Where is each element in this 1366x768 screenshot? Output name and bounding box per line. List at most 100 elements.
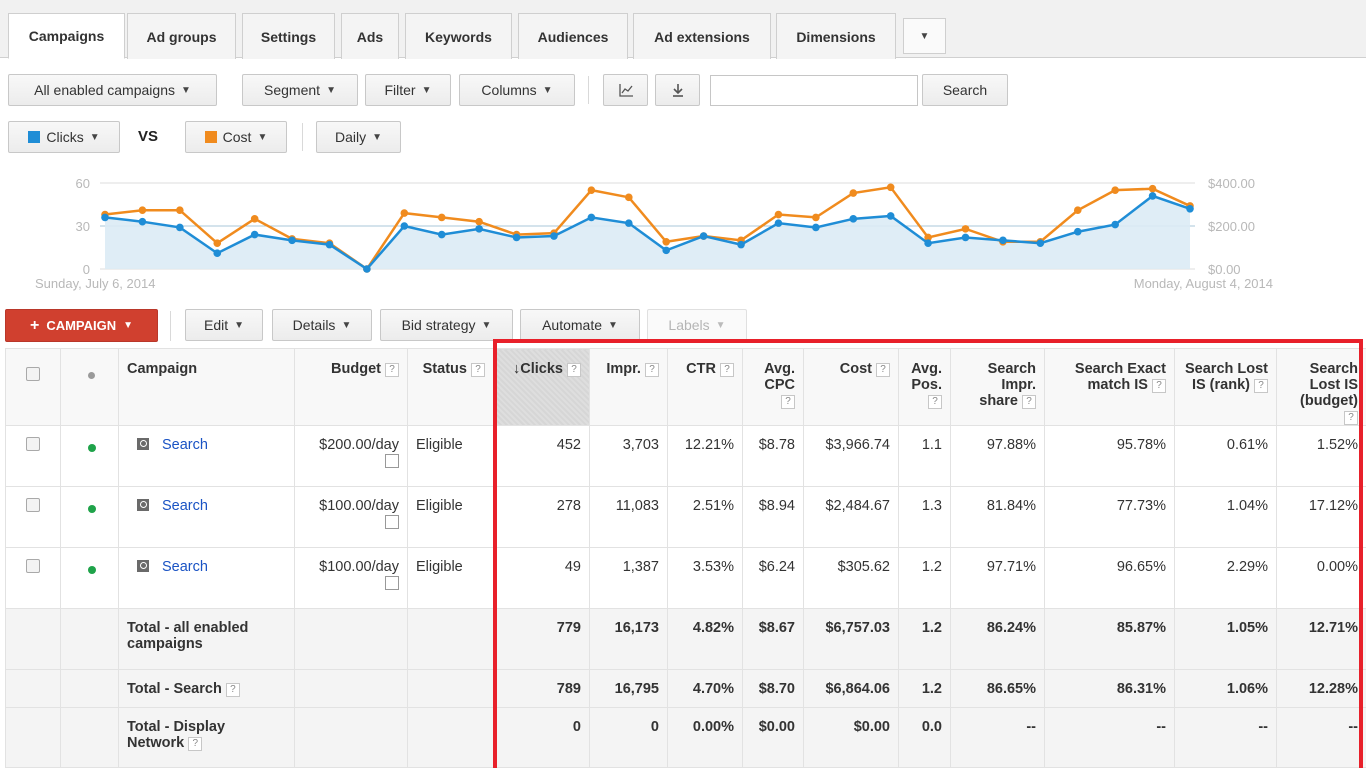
help-icon[interactable]: ? bbox=[567, 363, 581, 377]
clicks-data-point bbox=[1073, 227, 1082, 236]
table-row: Search $100.00/day Eligible 49 1,387 3.5… bbox=[5, 547, 1366, 609]
metric1-dropdown[interactable]: Clicks ▼ bbox=[8, 121, 120, 153]
budget-cell: $200.00/day bbox=[294, 425, 408, 487]
budget-chart-icon[interactable] bbox=[385, 454, 399, 468]
column-header-search-lost-is-budget[interactable]: Search Lost IS (budget)? bbox=[1276, 348, 1366, 426]
left-axis-tick: 60 bbox=[76, 176, 90, 191]
ctr-cell: 12.21% bbox=[667, 425, 743, 487]
details-button[interactable]: Details ▼ bbox=[272, 309, 372, 341]
avg-cpc-cell: $0.00 bbox=[742, 707, 804, 768]
status-cell: Eligible bbox=[407, 547, 494, 609]
edit-button[interactable]: Edit ▼ bbox=[185, 309, 263, 341]
search-input[interactable] bbox=[710, 75, 918, 106]
enabled-status-icon[interactable] bbox=[88, 505, 96, 513]
help-icon[interactable]: ? bbox=[928, 395, 942, 409]
budget-value[interactable]: $200.00/day bbox=[319, 437, 399, 453]
tab-dimensions[interactable]: Dimensions bbox=[776, 13, 896, 59]
budget-value[interactable]: $100.00/day bbox=[319, 559, 399, 575]
campaign-link[interactable]: Search bbox=[162, 559, 208, 575]
toolbar-divider bbox=[588, 76, 589, 104]
help-icon[interactable]: ? bbox=[188, 737, 203, 751]
enabled-status-icon[interactable] bbox=[88, 444, 96, 452]
clicks-data-point bbox=[1111, 220, 1119, 229]
column-header-campaign[interactable]: Campaign bbox=[118, 348, 295, 426]
column-header-search-impr-share[interactable]: Search Impr. share ? bbox=[950, 348, 1045, 426]
total-label-cell: Total - Search ? bbox=[118, 669, 295, 708]
labels-label: Labels bbox=[668, 317, 710, 333]
right-axis-tick: $400.00 bbox=[1208, 176, 1255, 191]
column-header-avg-pos[interactable]: Avg. Pos.? bbox=[898, 348, 951, 426]
budget-chart-icon[interactable] bbox=[385, 576, 399, 590]
x-start-label: Sunday, July 6, 2014 bbox=[35, 276, 155, 291]
campaign-link[interactable]: Search bbox=[162, 437, 208, 453]
cost-cell: $2,484.67 bbox=[803, 486, 899, 548]
add-campaign-button[interactable]: + CAMPAIGN ▼ bbox=[5, 309, 158, 342]
help-icon[interactable]: ? bbox=[471, 363, 485, 377]
cost-data-point bbox=[812, 213, 820, 222]
bid-strategy-button[interactable]: Bid strategy ▼ bbox=[380, 309, 513, 341]
column-header-search-lost-is-rank[interactable]: Search Lost IS (rank) ? bbox=[1174, 348, 1277, 426]
columns-button[interactable]: Columns ▼ bbox=[459, 74, 575, 106]
column-label: Avg. CPC bbox=[764, 361, 795, 393]
ctr-cell: 3.53% bbox=[667, 547, 743, 609]
automate-button[interactable]: Automate ▼ bbox=[520, 309, 640, 341]
ctr-cell: 4.82% bbox=[667, 608, 743, 670]
column-header-budget[interactable]: Budget ? bbox=[294, 348, 408, 426]
enabled-status-icon[interactable] bbox=[88, 566, 96, 574]
row-checkbox[interactable] bbox=[26, 437, 40, 451]
tab-ad-extensions[interactable]: Ad extensions bbox=[633, 13, 771, 59]
tab-keywords[interactable]: Keywords bbox=[405, 13, 512, 59]
period-dropdown[interactable]: Daily ▼ bbox=[316, 121, 401, 153]
column-header-clicks[interactable]: ↓Clicks ? bbox=[493, 348, 590, 426]
help-icon[interactable]: ? bbox=[225, 682, 240, 697]
help-icon[interactable]: ? bbox=[1022, 395, 1036, 409]
select-all-checkbox[interactable] bbox=[26, 367, 40, 381]
cost-data-point bbox=[400, 209, 409, 217]
column-label: CTR bbox=[686, 361, 716, 377]
help-icon[interactable]: ? bbox=[1254, 379, 1268, 393]
budget-cell: $100.00/day bbox=[294, 547, 408, 609]
help-icon[interactable]: ? bbox=[720, 363, 734, 377]
help-icon[interactable]: ? bbox=[781, 395, 795, 409]
tab-settings[interactable]: Settings bbox=[242, 13, 335, 59]
campaign-link[interactable]: Search bbox=[162, 498, 208, 514]
filter-button[interactable]: Filter ▼ bbox=[365, 74, 451, 106]
row-checkbox[interactable] bbox=[26, 498, 40, 512]
help-icon[interactable]: ? bbox=[1344, 411, 1358, 425]
column-label: Search Lost IS (budget) bbox=[1300, 361, 1358, 409]
tab-ad-groups[interactable]: Ad groups bbox=[127, 13, 236, 59]
budget-chart-icon[interactable] bbox=[385, 515, 399, 529]
row-checkbox[interactable] bbox=[26, 559, 40, 573]
search-impr-share-cell: -- bbox=[950, 707, 1045, 768]
download-button[interactable] bbox=[655, 74, 700, 106]
clicks-data-point bbox=[587, 213, 596, 222]
search-button[interactable]: Search bbox=[922, 74, 1008, 106]
metric2-label: Cost bbox=[222, 129, 252, 145]
labels-button[interactable]: Labels ▼ bbox=[647, 309, 747, 341]
campaign-filter-dropdown[interactable]: All enabled campaigns ▼ bbox=[8, 74, 217, 106]
segment-button[interactable]: Segment ▼ bbox=[242, 74, 358, 106]
column-header-search-exact-match-is[interactable]: Search Exact match IS ? bbox=[1044, 348, 1175, 426]
empty-cell bbox=[60, 707, 119, 768]
column-header-status[interactable]: Status ? bbox=[407, 348, 494, 426]
tab-ads[interactable]: Ads bbox=[341, 13, 399, 59]
metric2-dropdown[interactable]: Cost ▼ bbox=[185, 121, 287, 153]
help-icon[interactable]: ? bbox=[385, 363, 399, 377]
column-header-impr[interactable]: Impr. ? bbox=[589, 348, 668, 426]
right-axis-tick: $0.00 bbox=[1208, 262, 1241, 277]
more-tabs-dropdown[interactable]: ▼ bbox=[903, 18, 946, 54]
tab-campaigns[interactable]: Campaigns bbox=[8, 13, 125, 59]
column-header-cost[interactable]: Cost ? bbox=[803, 348, 899, 426]
cost-data-point bbox=[849, 189, 858, 197]
column-header-avg-cpc[interactable]: Avg. CPC? bbox=[742, 348, 804, 426]
tab-audiences[interactable]: Audiences bbox=[518, 13, 628, 59]
help-icon[interactable]: ? bbox=[876, 363, 890, 377]
table-row: Search $100.00/day Eligible 278 11,083 2… bbox=[5, 486, 1366, 548]
empty-cell bbox=[407, 707, 494, 768]
column-header-ctr[interactable]: CTR ? bbox=[667, 348, 743, 426]
help-icon[interactable]: ? bbox=[1152, 379, 1166, 393]
budget-value[interactable]: $100.00/day bbox=[319, 498, 399, 514]
help-icon[interactable]: ? bbox=[645, 363, 659, 377]
toggle-graph-button[interactable] bbox=[603, 74, 648, 106]
clicks-data-point bbox=[101, 213, 109, 222]
